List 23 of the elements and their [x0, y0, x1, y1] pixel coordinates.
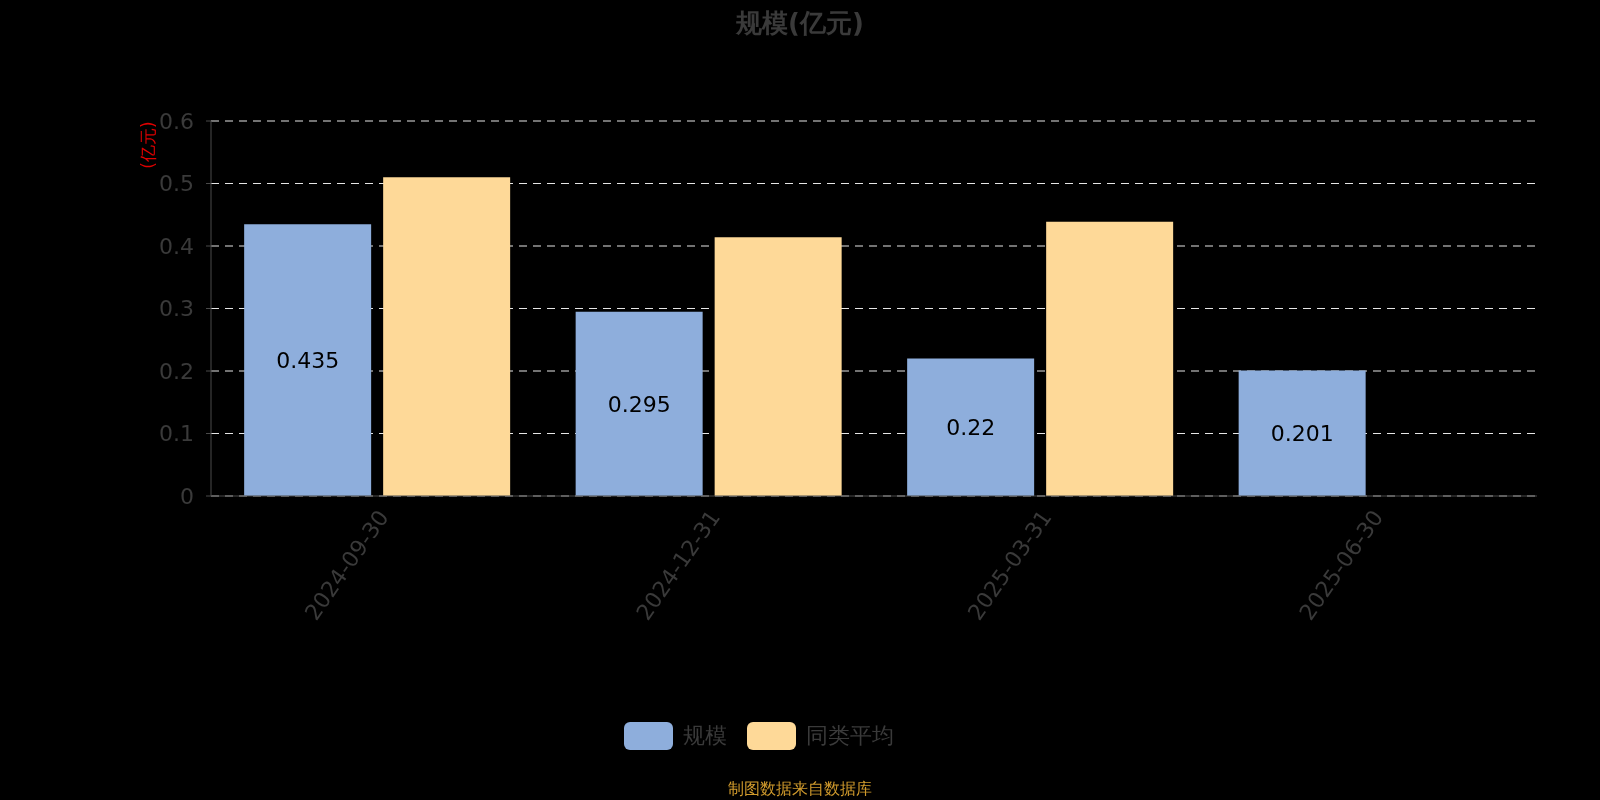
y-axis-title: (亿元) [138, 121, 158, 169]
y-tick-label: 0 [180, 483, 194, 509]
bar [714, 237, 842, 496]
bar [1046, 221, 1174, 496]
bar [1238, 370, 1366, 496]
y-tick-label: 0.5 [159, 171, 194, 197]
legend-label: 同类平均 [805, 722, 894, 750]
bar [244, 224, 372, 496]
y-tick-label: 0.6 [159, 108, 194, 134]
data-label: 0.435 [276, 347, 340, 373]
data-label: 0.22 [946, 415, 996, 441]
bar [383, 177, 511, 496]
chart-title: 规模(亿元) [735, 7, 865, 40]
text: 制图数据来自数据库 [727, 779, 873, 798]
legend-label: 规模 [682, 722, 727, 750]
data-label: 0.201 [1270, 421, 1334, 446]
y-tick-label: 0.1 [159, 421, 194, 447]
y-tick-label: 0.2 [159, 358, 194, 384]
bar [907, 358, 1035, 496]
y-tick-label: 0.3 [159, 296, 194, 322]
bar [575, 311, 703, 496]
y-tick-label: 0.4 [159, 233, 194, 259]
data-label: 0.295 [607, 391, 671, 417]
